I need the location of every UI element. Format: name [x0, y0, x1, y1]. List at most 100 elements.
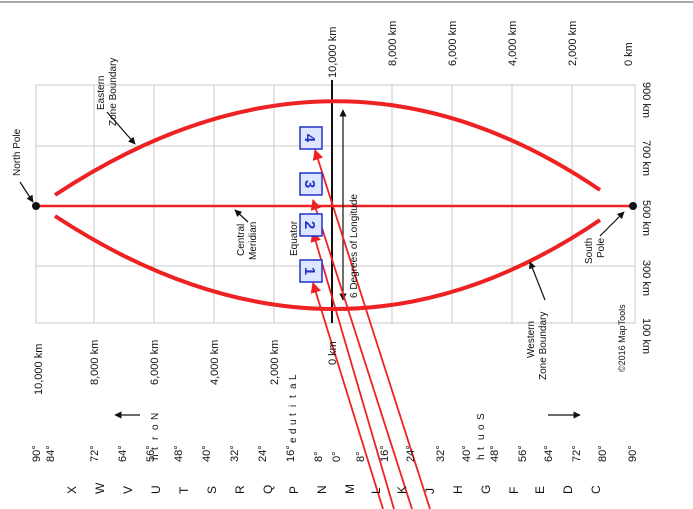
latitude-degree-labels: 90° 84° 72° 64° 56° 48° 40° 32° 24° 16° 8° 0° 8° 16° 2… [31, 445, 639, 462]
western-zone-boundary [53, 214, 602, 311]
band-letter-label: F [507, 487, 521, 494]
latitude-degree-label: 40° [461, 445, 473, 462]
eastern-zone-boundary [53, 99, 602, 197]
band-letter-label: X [65, 486, 79, 494]
latitude-degree-label: 64° [543, 445, 555, 462]
band-letter-label: N [315, 485, 329, 494]
bottom-km-label: 10,000 km [33, 344, 45, 395]
latitude-degree-label: 90° [627, 445, 639, 462]
latitude-degree-label: 24° [257, 445, 269, 462]
latitude-degree-label: 32° [229, 445, 241, 462]
box-4-label: 4 [301, 134, 318, 143]
latitude-degree-label: 24° [405, 445, 417, 462]
north_letters-letter: r [150, 436, 161, 440]
band-letter-label: K [395, 486, 409, 494]
central-meridian-label-1: Central [236, 224, 247, 256]
eastern-boundary-label-1: Eastern [96, 76, 107, 110]
box-1-label: 1 [301, 267, 318, 275]
top-km-labels: 10,000 km 8,000 km 6,000 km 4,000 km 2,0… [327, 21, 635, 78]
south_letters-letter: S [476, 413, 487, 420]
band-letter-label: P [287, 486, 301, 494]
band-letter-label: J [423, 488, 437, 494]
north-pole-arrow [19, 181, 34, 203]
box-3-label: 3 [301, 180, 318, 188]
south-pole-dot [629, 202, 637, 210]
band-letter-label: W [93, 482, 107, 494]
right-km-label: 700 km [640, 140, 652, 176]
longitude-label: 6 Degrees of Longitude [349, 194, 360, 298]
western-boundary-arrow [529, 261, 546, 301]
eastern-boundary-label-2: Zone Boundary [108, 58, 119, 126]
north_letters-letter: N [150, 413, 161, 420]
latitude_letters-letter: d [288, 428, 299, 434]
red-pointer-lines [310, 148, 431, 509]
box-2 [299, 213, 323, 237]
south_letters-letter: u [476, 434, 487, 440]
latitude_letters-letter: a [288, 383, 299, 389]
south-pole-label-1: South [584, 238, 595, 264]
right-km-labels: 900 km 700 km 500 km 300 km 100 km [640, 82, 652, 354]
latitude_letters-letter: t [288, 395, 299, 398]
latitude-degree-label: 72° [89, 445, 101, 462]
latitude-degree-label: 16° [379, 445, 391, 462]
band-letter-label: H [451, 485, 465, 494]
latitude-degree-label: 64° [117, 445, 129, 462]
bottom-km-label: 2,000 km [269, 340, 281, 385]
top-km-label: 4,000 km [507, 21, 519, 66]
latitude_letters-letter: i [288, 405, 299, 407]
band-letter-label: R [233, 485, 247, 494]
latitude-degree-label: 72° [571, 445, 583, 462]
right-km-label: 500 km [640, 200, 652, 236]
equator-label: Equator [289, 220, 300, 256]
latitude-degree-label: 16° [285, 445, 297, 462]
south_letters-letter: o [476, 424, 487, 430]
band-letter-label: M [343, 484, 357, 494]
band-letter-label: E [533, 486, 547, 494]
right-km-label: 100 km [640, 318, 652, 354]
copyright-label: ©2016 MapTools [617, 304, 627, 372]
right-km-label: 900 km [640, 82, 652, 118]
south_letters-letter: t [476, 447, 487, 450]
top-km-label: 2,000 km [567, 21, 579, 66]
central-meridian-arrow [234, 209, 249, 223]
western-boundary-label-1: Western [526, 321, 537, 358]
band-letter-label: S [205, 486, 219, 494]
bottom-km-label: 4,000 km [209, 340, 221, 385]
top-km-label: 6,000 km [447, 21, 459, 66]
latitude_letters-letter: t [288, 413, 299, 416]
band-letter-label: C [589, 485, 603, 494]
latitude-degree-label: 0° [331, 451, 343, 462]
latitude_letters-letter: e [288, 437, 299, 443]
north_letters-letter: h [150, 454, 161, 460]
latitude-degree-label: 90° [31, 445, 43, 462]
top-km-label: 8,000 km [387, 21, 399, 66]
latitude-degree-label: 8° [355, 451, 367, 462]
band-letter-label: G [479, 485, 493, 494]
box-1 [299, 259, 323, 283]
latitude-degree-label: 40° [201, 445, 213, 462]
bottom-km-label: 0 km [327, 341, 339, 365]
top-km-label: 10,000 km [327, 27, 339, 78]
latitude-degree-label: 56° [145, 445, 157, 462]
latitude-degree-label: 80° [597, 445, 609, 462]
box-3 [299, 172, 323, 196]
bottom-km-labels: 10,000 km 8,000 km 6,000 km 4,000 km 2,0… [33, 340, 339, 395]
band-letter-label: D [561, 485, 575, 494]
latitude_letters-letter: u [288, 419, 299, 425]
latitude-degree-label: 48° [489, 445, 501, 462]
latitude-degree-label: 56° [517, 445, 529, 462]
bottom-km-label: 8,000 km [89, 340, 101, 385]
central-meridian-label-2: Meridian [248, 222, 259, 260]
annotations: North Pole Eastern Zone Boundary Central… [12, 58, 627, 380]
north_letters-letter: o [150, 424, 161, 430]
numbered-boxes: 1 2 3 4 [299, 126, 323, 283]
band-letter-label: L [369, 487, 383, 494]
box-2-label: 2 [301, 221, 318, 229]
eastern-boundary-arrow [106, 111, 136, 145]
box-4 [299, 126, 323, 150]
latitude-degree-label: 8° [313, 451, 325, 462]
